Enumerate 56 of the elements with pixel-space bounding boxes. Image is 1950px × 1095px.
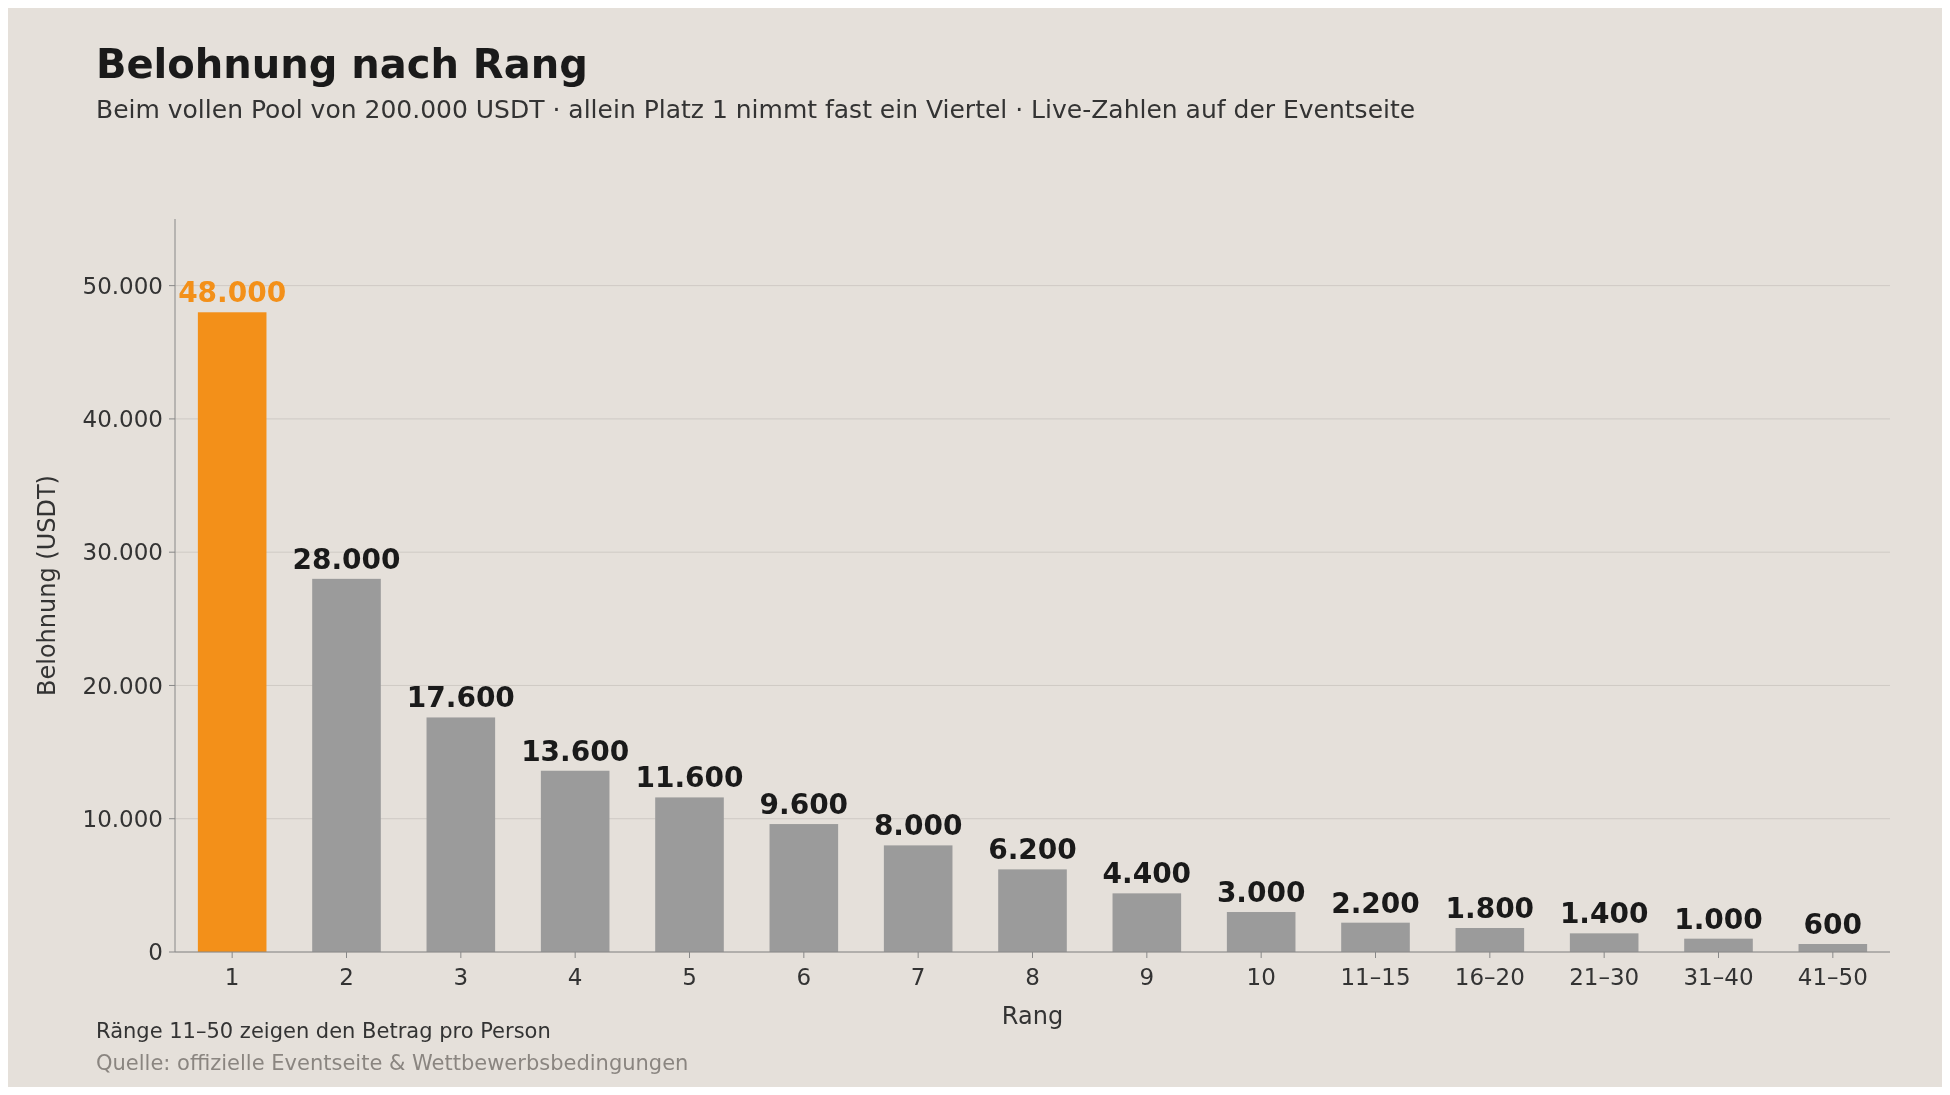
- bar: [883, 845, 953, 952]
- y-tick-label: 10.000: [82, 805, 163, 832]
- data-label: 9.600: [759, 788, 849, 822]
- data-label: 1.000: [1674, 902, 1763, 936]
- data-label: 2.200: [1331, 886, 1420, 920]
- x-tick-label: 9: [1139, 964, 1155, 990]
- x-tick-label: 41–50: [1797, 964, 1868, 990]
- bar: [769, 824, 839, 952]
- x-tick-label: 16–20: [1454, 964, 1525, 990]
- chart-subtitle: Beim vollen Pool von 200.000 USDT · allein Platz 1 nimmt fast ein Viertel · Live-Zahlen auf der Eventseite: [96, 95, 1416, 124]
- bar: [197, 312, 267, 952]
- x-tick-label: 11–15: [1340, 964, 1411, 990]
- x-tick-label: 4: [567, 964, 583, 990]
- bar: [1226, 912, 1296, 952]
- x-tick-label: 31–40: [1683, 964, 1754, 990]
- data-label: 13.600: [521, 734, 630, 768]
- x-tick-label: 1: [224, 964, 240, 990]
- bar: [1341, 922, 1410, 952]
- bar: [1455, 928, 1525, 952]
- x-tick-label: 3: [453, 964, 469, 990]
- data-label: 6.200: [988, 833, 1077, 867]
- text: Ränge 11–50 zeigen den Betrag pro Person: [96, 1019, 551, 1043]
- data-label: 17.600: [406, 681, 515, 715]
- data-label: 4.400: [1102, 857, 1192, 891]
- y-tick-label: 0: [148, 939, 163, 966]
- bar: [998, 869, 1067, 952]
- y-tick-label: 40.000: [82, 405, 163, 432]
- bar: [1684, 938, 1753, 952]
- bar: [1112, 893, 1182, 952]
- data-label: 8.000: [873, 809, 963, 843]
- x-tick-label: 10: [1246, 964, 1276, 990]
- x-tick-label: 5: [682, 964, 697, 990]
- bar: [540, 770, 610, 952]
- bar: [426, 717, 496, 952]
- y-tick-label: 30.000: [82, 539, 163, 566]
- x-tick-label: 8: [1025, 964, 1040, 990]
- y-tick-label: 50.000: [82, 272, 163, 299]
- x-tick-label: 2: [339, 964, 354, 990]
- y-tick-label: 20.000: [82, 672, 163, 699]
- x-tick-label: 21–30: [1569, 964, 1640, 990]
- data-label: 3.000: [1216, 876, 1306, 910]
- data-label: 48.000: [178, 276, 287, 310]
- source-note: Quelle: offizielle Eventseite & Wettbewerbsbedingungen: [96, 1051, 689, 1075]
- bar: [312, 578, 381, 952]
- data-label: 600: [1803, 908, 1863, 941]
- bar: [655, 797, 724, 952]
- x-tick-label: 7: [910, 964, 926, 990]
- chart-title: Belohnung nach Rang: [96, 41, 588, 87]
- data-label: 1.400: [1559, 897, 1649, 931]
- data-label: 11.600: [635, 761, 744, 795]
- bar: [1569, 933, 1639, 952]
- y-axis-title: Belohnung (USDT): [33, 475, 61, 696]
- data-label: 1.800: [1445, 892, 1535, 926]
- data-label: 28.000: [292, 542, 401, 576]
- x-tick-label: 6: [796, 964, 812, 990]
- x-axis-title: Rang: [1001, 1002, 1064, 1030]
